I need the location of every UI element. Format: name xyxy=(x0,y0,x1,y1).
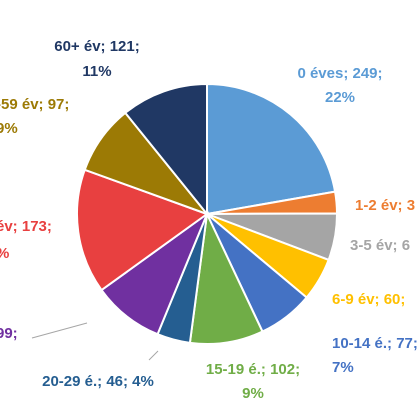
data-label-8-text_line2: % xyxy=(0,245,9,262)
data-label-9-text_line2: 9% xyxy=(0,120,18,137)
data-label-1-text_line1: 1-2 év; 3 xyxy=(355,197,415,214)
pie-slice-0 xyxy=(206,82,337,216)
pie-slice-10 xyxy=(123,82,208,217)
data-label-5-text_line2: 9% xyxy=(242,385,264,402)
data-label-7-text_line1: 99; xyxy=(0,325,18,342)
data-label-4-text_line1: 10-14 é.; 77; xyxy=(332,335,418,352)
pie-slice-8 xyxy=(76,168,210,292)
data-label-6-text_line1: 20-29 é.; 46; 4% xyxy=(42,373,154,390)
data-label-0-text_line1: 0 éves; 249; xyxy=(297,65,382,82)
data-label-2-text_line1: 3-5 év; 6 xyxy=(350,237,410,254)
data-label-0-text_line2: 22% xyxy=(325,89,355,106)
data-label-8-text_line1: év; 173; xyxy=(0,218,52,235)
leader-line-6 xyxy=(148,350,159,361)
data-label-4-text_line2: 7% xyxy=(332,359,354,376)
data-label-3-text_line1: 6-9 év; 60; xyxy=(332,291,405,308)
data-label-9-text_line1: -59 év; 97; xyxy=(0,96,69,113)
data-label-10-text_line2: 11% xyxy=(82,63,111,80)
leader-line-7 xyxy=(31,322,88,339)
data-label-5-text_line1: 15-19 é.; 102; xyxy=(206,361,300,378)
data-label-10-text_line1: 60+ év; 121; xyxy=(54,38,139,55)
